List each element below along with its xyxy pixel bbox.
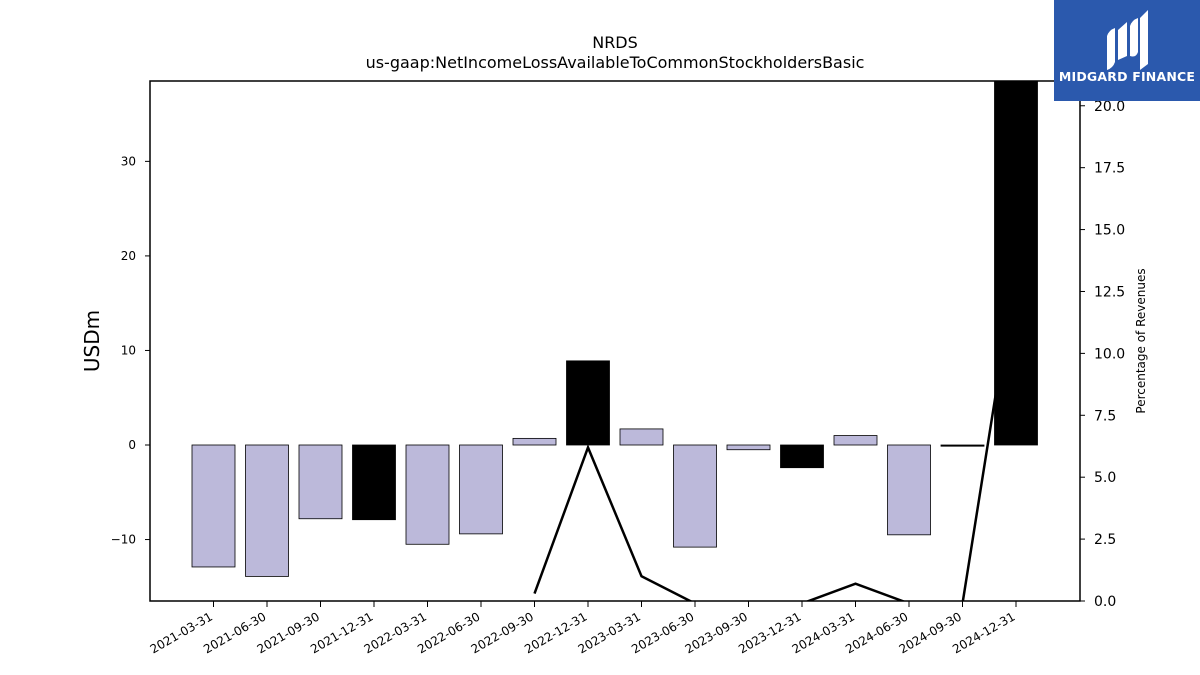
bar	[566, 360, 610, 446]
line-group	[533, 266, 1018, 601]
y-right-tick-label: 0.0	[1094, 594, 1116, 610]
bar-group	[191, 80, 1038, 577]
y-right-tick-label: 20.0	[1094, 99, 1125, 115]
y-tick-label: 20	[121, 249, 136, 263]
bar	[405, 444, 450, 545]
y-tick-label: 10	[121, 343, 136, 357]
y-right-tick-label: 7.5	[1094, 408, 1116, 424]
plot-area	[149, 80, 1081, 602]
y-axis-label-right: Percentage of Revenues	[1134, 268, 1148, 413]
y-tick-label: 30	[121, 154, 136, 168]
midgard-logo-icon	[1107, 10, 1148, 70]
bar	[994, 80, 1038, 446]
chart-title: NRDS	[592, 33, 638, 52]
bar	[298, 444, 343, 520]
bar	[887, 444, 931, 536]
bar	[459, 444, 503, 535]
logo-text: MIDGARD FINANCE	[1059, 69, 1195, 84]
x-axis: 2021-03-312021-06-302021-09-302021-12-31…	[148, 601, 1018, 656]
y-right-tick-label: 15.0	[1094, 223, 1125, 239]
y-tick-label: −10	[111, 533, 136, 547]
series-line	[533, 444, 693, 601]
bar	[833, 435, 878, 446]
bar	[726, 444, 771, 451]
bar	[352, 444, 396, 521]
y-right-tick-label: 10.0	[1094, 346, 1125, 362]
y-right-tick-label: 5.0	[1094, 470, 1116, 486]
y-axis-label: USDm	[80, 310, 104, 372]
logo-badge: MIDGARD FINANCE	[1054, 0, 1200, 101]
y-right-tick-label: 12.5	[1094, 284, 1125, 300]
y-tick-label: 0	[128, 438, 136, 452]
bar	[191, 444, 236, 568]
bar	[940, 444, 985, 447]
bar	[673, 444, 717, 548]
y-right-tick-label: 17.5	[1094, 161, 1125, 177]
bar	[780, 444, 824, 469]
y-axis-left: −10 0 10 20 30	[111, 154, 150, 547]
plot-frame	[149, 80, 1081, 602]
series-line	[805, 266, 1018, 601]
y-axis-right: 0.0 2.5 5.0 7.5 10.0 12.5 15.0 17.5 20.0	[1080, 99, 1125, 610]
bar	[619, 428, 664, 446]
y-right-tick-label: 2.5	[1094, 532, 1116, 548]
bar	[245, 444, 289, 577]
chart-subtitle: us-gaap:NetIncomeLossAvailableToCommonSt…	[366, 53, 865, 72]
bar	[512, 437, 557, 446]
